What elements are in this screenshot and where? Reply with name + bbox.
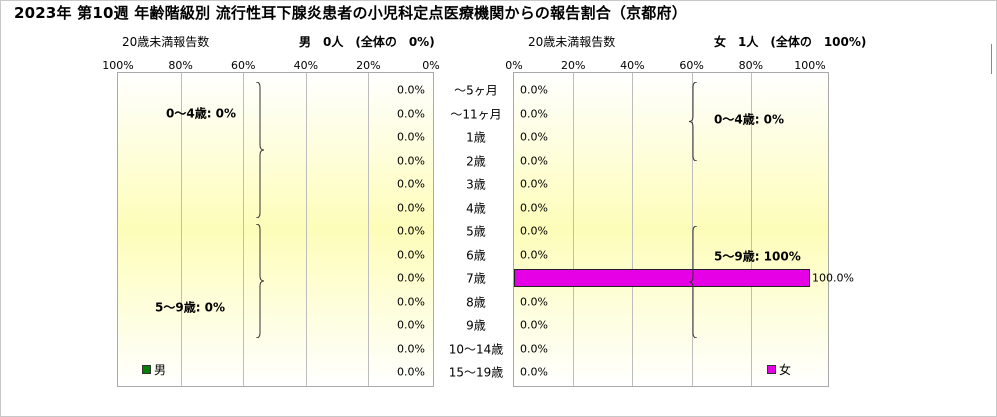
male-legend-swatch: [142, 365, 151, 374]
age-category-label: 3歳: [466, 177, 486, 192]
male-value-label: 0.0%: [397, 295, 425, 308]
male-value-label: 0.0%: [397, 107, 425, 120]
male-summary: 男 0人 (全体の 0%): [299, 35, 435, 49]
female-gridline: [691, 73, 693, 386]
male-5-9-brace: [255, 224, 264, 338]
male-value-label: 0.0%: [397, 365, 425, 379]
female-group-0-4-label: 0～4歳: 0%: [714, 112, 785, 127]
female-group-5-9-label: 5～9歳: 100%: [714, 249, 801, 264]
male-gridline: [180, 73, 182, 386]
male-axis-tick-label: 80%: [168, 59, 193, 72]
female-value-label: 0.0%: [520, 177, 548, 191]
male-value-label: 0.0%: [397, 271, 425, 285]
female-value-label: 0.0%: [520, 248, 548, 261]
female-value-label: 0.0%: [520, 318, 548, 332]
female-legend: 女: [767, 361, 791, 378]
female-0-4-brace: [689, 82, 698, 161]
male-plot-area: [117, 72, 434, 387]
male-value-label: 0.0%: [397, 318, 425, 332]
female-value-label: 0.0%: [520, 130, 548, 144]
male-group-5-9-label: 5～9歳: 0%: [155, 300, 226, 315]
female-gridline: [632, 73, 634, 386]
female-value-label: 0.0%: [520, 295, 548, 308]
female-value-label: 0.0%: [520, 201, 548, 214]
male-value-label: 0.0%: [397, 201, 425, 214]
male-value-label: 0.0%: [397, 177, 425, 191]
male-value-label: 0.0%: [397, 154, 425, 167]
male-under20-label: 20歳未満報告数: [122, 35, 210, 49]
male-group-0-4-label: 0～4歳: 0%: [166, 106, 237, 121]
male-axis-tick-label: 20%: [356, 59, 381, 72]
female-axis-tick-label: 80%: [738, 59, 764, 72]
male-legend: 男: [142, 361, 166, 378]
male-value-label: 0.0%: [397, 342, 425, 355]
female-legend-swatch: [767, 365, 776, 374]
male-gridline: [368, 73, 370, 386]
male-legend-label: 男: [154, 363, 167, 377]
edge-marker: [991, 44, 992, 74]
age-category-label: 6歳: [466, 248, 486, 262]
female-legend-label: 女: [779, 363, 792, 377]
female-value-label: 100.0%: [812, 271, 854, 285]
male-value-label: 0.0%: [397, 248, 425, 261]
female-axis-tick-label: 60%: [679, 59, 704, 72]
male-axis-tick-label: 100%: [102, 59, 134, 72]
female-gridline: [573, 73, 575, 386]
age-category-label: 8歳: [466, 295, 486, 309]
age-category-label: ～5ヶ月: [454, 83, 498, 98]
chart-title: 2023年 第10週 年齢階級別 流行性耳下腺炎患者の小児科定点医療機関からの報…: [14, 4, 687, 22]
age-category-label: 10～14歳: [448, 342, 504, 356]
female-axis-tick-label: 40%: [620, 59, 645, 72]
female-gridline: [750, 73, 752, 386]
female-under20-label: 20歳未満報告数: [528, 35, 616, 49]
age-category-label: 4歳: [466, 201, 486, 215]
female-summary: 女 1人 (全体の 100%): [714, 35, 867, 49]
age-category-label: 1歳: [466, 130, 486, 145]
female-value-label: 0.0%: [520, 83, 548, 97]
male-gridline: [243, 73, 245, 386]
male-gridline: [305, 73, 307, 386]
age-category-label: 5歳: [466, 224, 486, 239]
female-plot-area: [513, 72, 829, 387]
male-0-4-brace: [255, 82, 264, 218]
female-value-label: 0.0%: [520, 224, 548, 238]
female-bar: [514, 269, 810, 287]
female-axis-tick-label: 20%: [560, 59, 586, 72]
female-5-9-brace: [689, 226, 698, 338]
male-value-label: 0.0%: [397, 130, 425, 144]
female-value-label: 0.0%: [520, 342, 548, 355]
male-axis-tick-label: 60%: [230, 59, 256, 72]
age-category-label: 9歳: [466, 318, 486, 333]
male-axis-tick-label: 0%: [422, 59, 440, 72]
male-axis-tick-label: 40%: [293, 59, 319, 72]
age-category-label: ～11ヶ月: [450, 107, 502, 121]
age-category-label: 15～19歳: [448, 365, 504, 380]
male-value-label: 0.0%: [397, 224, 425, 238]
age-category-label: 2歳: [466, 154, 486, 168]
age-category-label: 7歳: [466, 271, 486, 286]
female-value-label: 0.0%: [520, 154, 548, 167]
female-value-label: 0.0%: [520, 107, 548, 120]
female-axis-tick-label: 100%: [794, 59, 826, 72]
female-axis-tick-label: 0%: [505, 59, 523, 72]
male-value-label: 0.0%: [397, 83, 425, 97]
female-value-label: 0.0%: [520, 365, 548, 379]
